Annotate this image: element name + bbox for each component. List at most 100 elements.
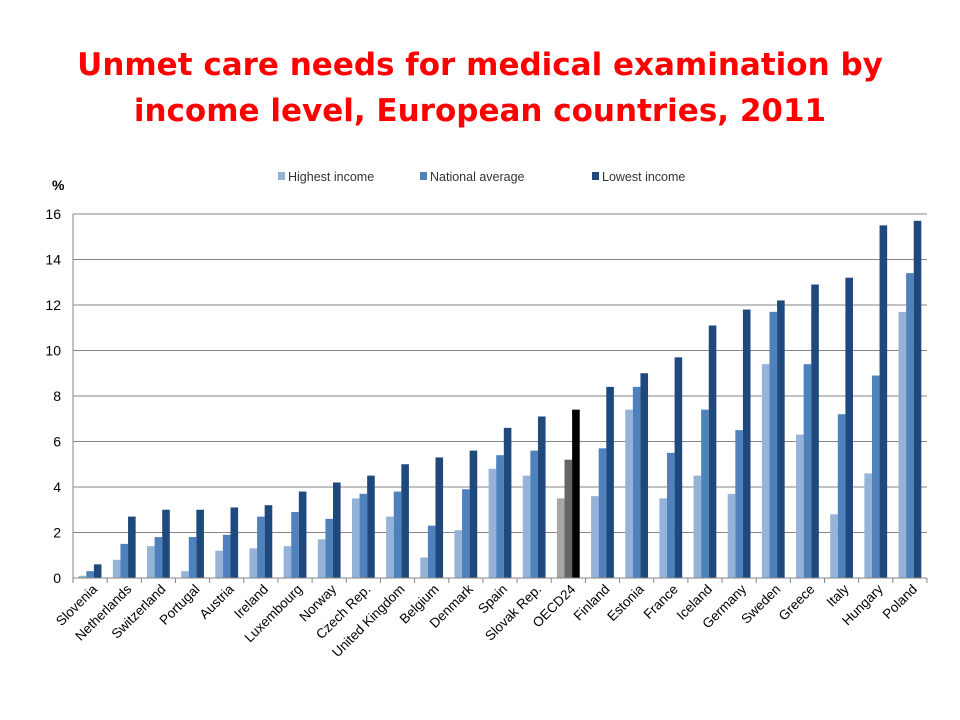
bar (291, 512, 299, 578)
bar (351, 498, 360, 579)
y-tick-label: 4 (53, 479, 61, 495)
bar (811, 284, 819, 578)
y-tick-labels: 0 2 4 6 8 10 12 14 16 (45, 206, 61, 586)
bar (215, 550, 223, 578)
axes (72, 214, 928, 583)
bar (693, 475, 702, 579)
y-tick-label: 12 (45, 297, 61, 313)
bar (606, 386, 614, 578)
y-tick-label: 14 (45, 252, 61, 268)
bar (120, 543, 129, 579)
bar (845, 277, 853, 578)
chart-title-line-1: Unmet care needs for medical examination… (77, 47, 883, 83)
bar (796, 434, 804, 578)
bar (632, 386, 641, 578)
bar (735, 430, 743, 579)
bar (359, 493, 368, 578)
bar (667, 452, 675, 579)
bar (701, 409, 709, 578)
bar (420, 557, 428, 578)
bar (803, 364, 812, 578)
bar (522, 475, 531, 579)
y-tick-label: 16 (45, 206, 61, 222)
bar (640, 373, 649, 578)
bar (503, 427, 512, 578)
y-tick-label: 6 (53, 434, 61, 450)
bar (871, 375, 880, 578)
bar (333, 482, 341, 578)
legend-swatch (592, 172, 599, 180)
x-tick-labels: SloveniaNetherlandsSwitzerlandPortugalAu… (53, 581, 920, 660)
bar (196, 509, 204, 578)
bar (906, 273, 914, 578)
bar (147, 546, 155, 578)
bar (257, 516, 265, 578)
bar (761, 364, 770, 578)
bar (769, 311, 778, 578)
bar (591, 496, 599, 578)
bar (249, 548, 258, 578)
bar (222, 534, 231, 578)
bar (435, 457, 444, 578)
bar (864, 473, 872, 578)
bar (264, 505, 273, 578)
chart-title: Unmet care needs for medical examination… (30, 42, 930, 134)
bar (188, 537, 197, 578)
x-tick-label: Italy (824, 581, 852, 609)
bar (727, 493, 736, 578)
legend-swatch (278, 172, 285, 180)
bar (162, 509, 170, 578)
y-tick-label: 8 (53, 388, 61, 404)
y-tick-label: 2 (53, 525, 61, 541)
legend-label: Highest income (288, 170, 374, 184)
bar (830, 514, 838, 578)
bar (488, 468, 497, 578)
x-tick-label: France (641, 582, 681, 622)
bar (674, 357, 683, 578)
bar (742, 309, 751, 578)
x-tick-label: Poland (880, 582, 920, 622)
bar (154, 537, 163, 578)
legend-label: Lowest income (602, 170, 685, 184)
bar (777, 300, 785, 578)
bar (598, 448, 607, 578)
bar (556, 498, 565, 579)
bar (462, 489, 470, 578)
bar (386, 516, 394, 578)
x-tick-label: Estonia (604, 581, 647, 624)
bar (837, 414, 846, 578)
bar (879, 225, 888, 579)
chart-title-line-2: income level, European countries, 2011 (133, 93, 827, 129)
bar (564, 459, 573, 578)
legend: Highest income National average Lowest inc… (278, 170, 685, 184)
legend-swatch (420, 172, 427, 180)
bar (469, 450, 478, 578)
bar (496, 455, 504, 578)
bar (530, 450, 538, 578)
legend-label: National average (430, 170, 525, 184)
bar (454, 530, 463, 578)
bar (112, 559, 121, 578)
x-tick-label: Finland (571, 582, 613, 624)
bar (128, 516, 136, 578)
bars (78, 220, 922, 579)
bar (708, 325, 717, 578)
bar (325, 518, 333, 578)
bar (393, 491, 402, 578)
bar (230, 507, 239, 578)
bar (572, 409, 580, 578)
bar (298, 491, 307, 578)
x-tick-label: Austria (197, 581, 238, 622)
bar (913, 220, 922, 578)
bar (427, 525, 436, 578)
bar (317, 539, 326, 578)
bar (367, 475, 375, 579)
bar (93, 564, 102, 578)
y-axis-label: % (52, 177, 65, 193)
bar (625, 409, 633, 578)
bar (181, 571, 189, 578)
y-tick-label: 0 (53, 570, 61, 586)
bar (898, 311, 907, 578)
bar (401, 464, 409, 578)
